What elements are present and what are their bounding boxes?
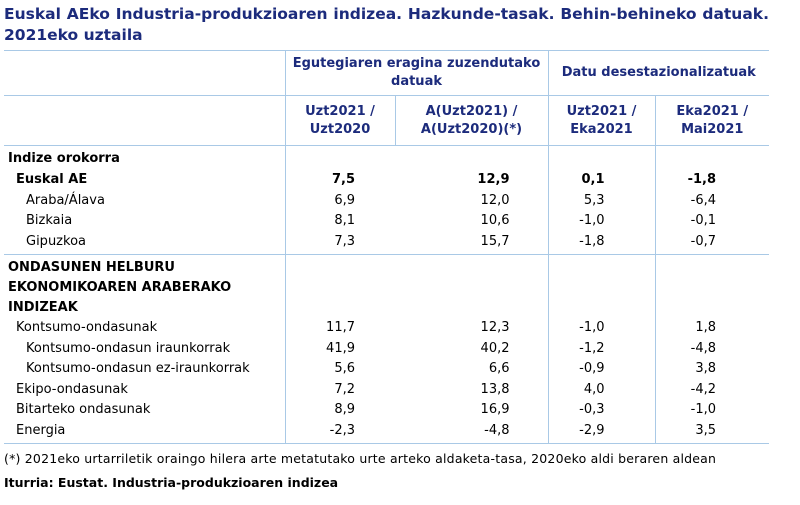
footnote: (*) 2021eko urtarriletik oraingo hilera … <box>4 450 717 466</box>
group-header: Datu desestazionalizatuak <box>547 50 769 96</box>
table-row: Araba/Álava 6,9 12,0 5,3 -6,4 <box>4 190 769 211</box>
value-cell: -1,2 <box>547 338 655 359</box>
value-cell: 0,1 <box>547 169 655 190</box>
table-row: Gipuzkoa 7,3 15,7 -1,8 -0,7 <box>4 231 769 255</box>
value-cell: 1,8 <box>654 317 769 338</box>
header-cell <box>4 95 285 146</box>
row-label: Ekipo-ondasunak <box>16 381 128 397</box>
table-row: Energia -2,3 -4,8 -2,9 3,5 <box>4 420 769 444</box>
value-cell: -0,1 <box>654 210 769 231</box>
value-cell: 7,3 <box>284 231 395 255</box>
value-cell: -4,8 <box>654 338 769 359</box>
source: Iturria: Eustat. Industria-produkzioaren… <box>4 474 339 490</box>
table-row: Kontsumo-ondasunak 11,7 12,3 -1,0 1,8 <box>4 317 769 338</box>
group-header: Egutegiaren eragina zuzendutako datuak <box>284 50 548 96</box>
empty-cell <box>395 146 548 170</box>
row-label: Bizkaia <box>26 213 73 229</box>
value-cell: -1,0 <box>654 399 769 420</box>
empty-cell <box>547 254 655 318</box>
value-cell: -1,8 <box>547 231 655 255</box>
table-row: Bitarteko ondasunak 8,9 16,9 -0,3 -1,0 <box>4 399 769 420</box>
value-cell: -6,4 <box>654 190 769 211</box>
empty-cell <box>284 145 395 170</box>
value-cell: 12,3 <box>480 320 510 336</box>
data-table: Egutegiaren eragina zuzendutako datuak D… <box>4 50 769 444</box>
section-row: ONDASUNEN HELBURU EKONOMIKOAREN ARABERAK… <box>4 254 769 318</box>
table-row: Bizkaia 8,1 10,6 -1,0 -0,1 <box>4 210 769 231</box>
group-header-row: Egutegiaren eragina zuzendutako datuak D… <box>4 50 769 96</box>
row-label: Araba/Álava <box>26 192 105 208</box>
value-cell: -4,8 <box>395 420 548 444</box>
value-cell: 6,6 <box>488 361 510 377</box>
table-row: Ekipo-ondasunak 7,2 13,8 4,0 -4,2 <box>4 379 769 400</box>
value-cell: 12,9 <box>477 172 510 188</box>
empty-cell <box>654 254 769 318</box>
empty-cell <box>654 145 769 170</box>
value-cell: 12,0 <box>480 192 510 208</box>
empty-cell <box>284 254 395 318</box>
column-header: A(Uzt2021) / A(Uzt2020)(*) <box>394 95 548 146</box>
value-cell: 6,9 <box>284 190 395 211</box>
column-header: Uzt2021 / Eka2021 <box>547 95 655 146</box>
table-row: Kontsumo-ondasun ez-iraunkorrak 5,6 6,6 -0,… <box>4 358 769 379</box>
row-label: Energia <box>4 420 285 444</box>
header-cell <box>4 50 285 96</box>
empty-cell <box>395 254 548 318</box>
value-cell: -2,3 <box>284 420 395 444</box>
value-cell: -0,7 <box>654 231 769 255</box>
column-header: Eka2021 / Mai2021 <box>654 95 769 146</box>
section-row: Indize orokorra <box>4 145 769 170</box>
value-cell: 15,7 <box>395 231 548 255</box>
value-cell: 5,6 <box>284 358 395 379</box>
value-cell: -4,2 <box>654 379 769 400</box>
value-cell: -1,0 <box>547 210 655 231</box>
empty-cell <box>547 145 655 170</box>
value-cell: 3,5 <box>654 420 769 444</box>
value-cell: 8,9 <box>284 399 395 420</box>
value-cell: -1,0 <box>547 317 655 338</box>
value-cell: 41,9 <box>284 338 395 359</box>
value-cell: 13,8 <box>480 381 510 397</box>
value-cell: 11,7 <box>284 317 395 338</box>
value-cell: 10,6 <box>480 213 510 229</box>
row-label: Gipuzkoa <box>4 231 285 255</box>
value-cell: 7,2 <box>284 379 395 400</box>
title: Euskal AEko Industria-produkzioaren indi… <box>4 5 769 44</box>
document: Euskal AEko Industria-produkzioaren indi… <box>4 5 769 490</box>
value-cell: -2,9 <box>547 420 655 444</box>
row-label: Kontsumo-ondasun iraunkorrak <box>26 340 231 356</box>
table-row: Kontsumo-ondasun iraunkorrak 41,9 40,2 -1,2… <box>4 338 769 359</box>
value-cell: 3,8 <box>654 358 769 379</box>
section-title: ONDASUNEN HELBURU EKONOMIKOAREN ARABERAK… <box>8 259 232 315</box>
value-cell: 4,0 <box>547 379 655 400</box>
column-header-row: Uzt2021 / Uzt2020 A(Uzt2021) / A(Uzt2020)… <box>4 95 769 146</box>
row-label: Euskal AE <box>16 172 88 188</box>
value-cell: 16,9 <box>480 402 510 418</box>
value-cell: 5,3 <box>547 190 655 211</box>
table-row: Euskal AE 7,5 12,9 0,1 -1,8 <box>4 169 769 190</box>
value-cell: -0,3 <box>547 399 655 420</box>
section-title: Indize orokorra <box>8 151 120 167</box>
row-label: Kontsumo-ondasunak <box>16 320 158 336</box>
value-cell: -1,8 <box>654 169 769 190</box>
column-header: Uzt2021 / Uzt2020 <box>284 95 395 146</box>
value-cell: 40,2 <box>480 340 510 356</box>
value-cell: -0,9 <box>547 358 655 379</box>
value-cell: 7,5 <box>284 169 395 190</box>
row-label: Kontsumo-ondasun ez-iraunkorrak <box>26 361 250 377</box>
row-label: Bitarteko ondasunak <box>16 402 151 418</box>
value-cell: 8,1 <box>284 210 395 231</box>
